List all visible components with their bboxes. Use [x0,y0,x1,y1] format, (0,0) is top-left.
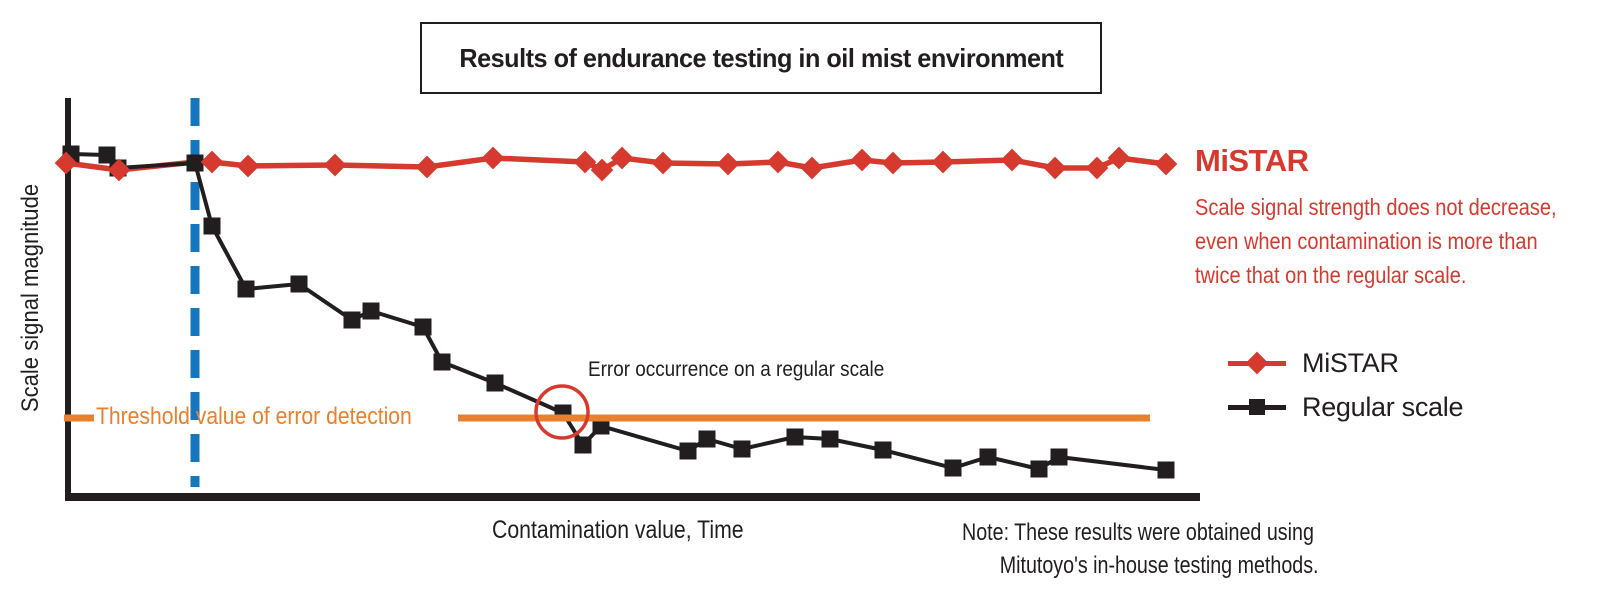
regular-scale-point [1030,460,1048,478]
chart-title: Results of endurance testing in oil mist… [459,42,1063,73]
mistar-point [800,156,824,180]
regular-scale-point [343,311,361,329]
mistar-point [481,146,505,170]
mistar-callout-body: Scale signal strength does not decrease,… [1195,190,1557,292]
mistar-point [1107,146,1131,170]
mistar-point [1154,152,1178,176]
mistar-point [850,148,874,172]
mistar-point [651,151,675,175]
regular-scale-point [874,441,892,459]
mistar-point [236,154,260,178]
threshold-label: Threshold value of error detection [96,403,412,430]
mistar-point [1085,156,1109,180]
mistar-point [323,153,347,177]
mistar-point [716,152,740,176]
callout-line: twice that on the regular scale. [1195,262,1467,288]
mistar-point [200,150,224,174]
note-text: Note: These results were obtained using … [962,516,1319,582]
mistar-point [1043,156,1067,180]
x-axis-label: Contamination value, Time [492,516,744,544]
legend-label-mistar: MiSTAR [1302,347,1399,378]
regular-scale-point [786,428,804,446]
regular-scale-point [821,430,839,448]
regular-scale-point [733,440,751,458]
mistar-callout-title: MiSTAR [1195,143,1309,178]
mistar-point [931,150,955,174]
regular-scale-point [203,217,221,235]
regular-scale-point [290,275,308,293]
regular-scale-point [362,302,380,320]
legend-label-regular-scale: Regular scale [1302,391,1464,422]
regular-scale-point [98,146,116,164]
regular-scale-point [1050,448,1068,466]
regular-scale-point [414,318,432,336]
regular-scale-point [679,442,697,460]
mistar-point [766,150,790,174]
regular-scale-point [698,430,716,448]
regular-scale-line [69,152,1168,472]
mistar-point [415,155,439,179]
mistar-diamond-icon [1228,351,1286,375]
chart-title-box: Results of endurance testing in oil mist… [420,22,1102,94]
mistar-point [881,151,905,175]
note-line-1: Note: These results were obtained using [962,519,1314,546]
y-axis-label: Scale signal magnitude [17,183,44,413]
regular-scale-point [944,459,962,477]
legend-item-mistar: MiSTAR [1228,348,1463,378]
regular-scale-square-icon [1228,395,1286,419]
callout-line: Scale signal strength does not decrease, [1195,194,1557,220]
callout-line: even when contamination is more than [1195,228,1538,254]
regular-scale-point [186,154,204,172]
regular-scale-point [433,353,451,371]
error-annotation: Error occurrence on a regular scale [588,358,885,381]
regular-scale-point [1157,461,1175,479]
mistar-point [1000,148,1024,172]
legend: MiSTAR Regular scale [1228,348,1463,422]
regular-scale-point [237,280,255,298]
regular-scale-point [486,374,504,392]
error-occurrence-circle [534,384,590,440]
regular-scale-point [592,417,610,435]
legend-item-regular-scale: Regular scale [1228,392,1463,422]
regular-scale-point [574,436,592,454]
regular-scale-point [979,448,997,466]
note-line-2: Mitutoyo's in-house testing methods. [999,552,1319,579]
